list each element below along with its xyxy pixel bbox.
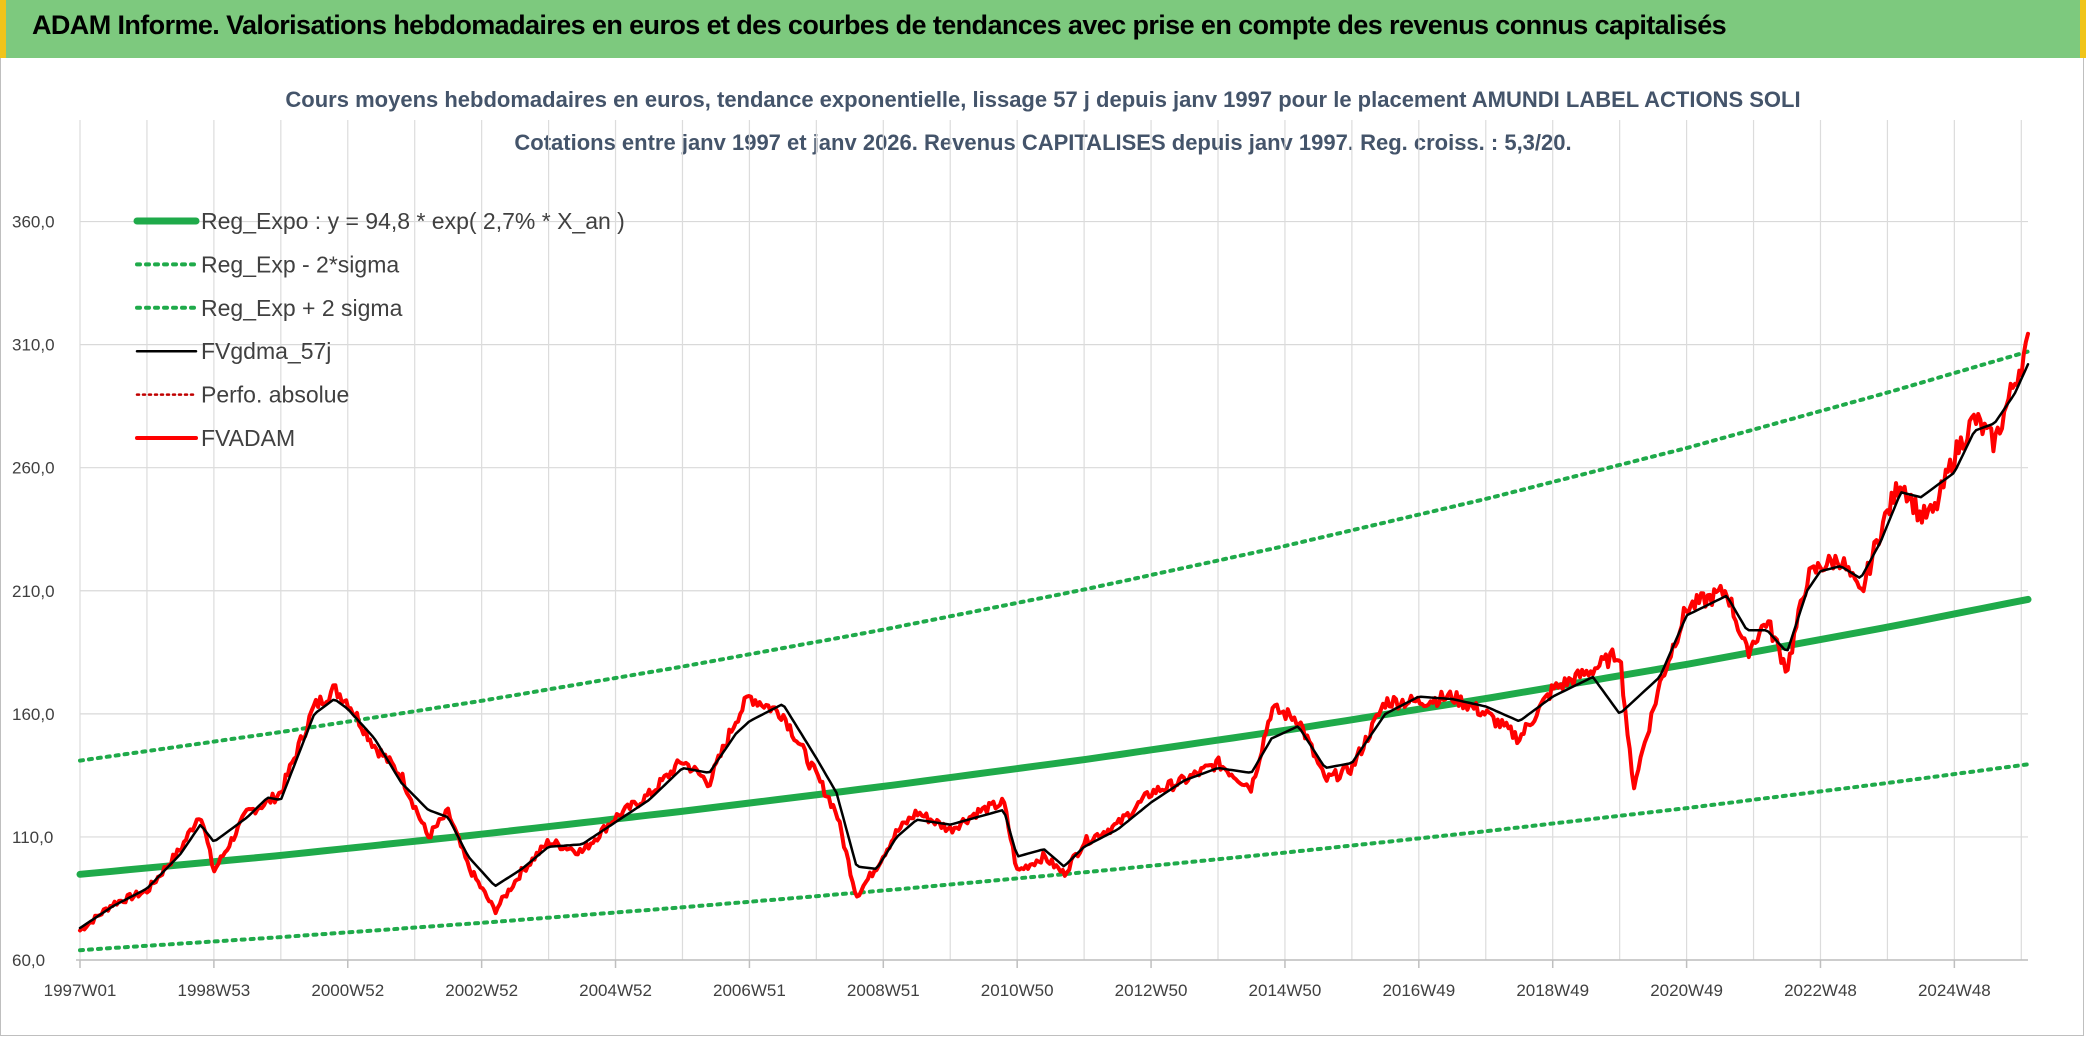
legend-fvgdma-57j-label: FVgdma_57j: [201, 338, 331, 364]
legend-perfo-absolue-label: Perfo. absolue: [201, 382, 349, 408]
x-tick-label: 2018W49: [1516, 981, 1589, 1000]
report-title: ADAM Informe. Valorisations hebdomadaire…: [32, 10, 1727, 40]
y-tick-label: 260,0: [12, 459, 55, 478]
x-tick-label: 2024W48: [1918, 981, 1991, 1000]
x-tick-label: 1998W53: [177, 981, 250, 1000]
x-axis-labels: 1997W01 1998W53 2000W52 2002W52 2004W52 2006W…: [44, 960, 1991, 1000]
legend: Reg_Expo : y = 94,8 * exp( 2,7% * X_an )…: [133, 208, 625, 451]
series-reg-expo-line: [76, 595, 2032, 878]
y-tick-label: 110,0: [12, 828, 53, 847]
series-reg-minus-2sigma-line: [78, 762, 2030, 953]
x-tick-label: 2016W49: [1382, 981, 1455, 1000]
legend-reg-plus-2sigma: Reg_Exp + 2 sigma: [135, 295, 403, 321]
x-tick-label: 2000W52: [311, 981, 384, 1000]
x-tick-label: 2012W50: [1115, 981, 1188, 1000]
legend-fvadam-label: FVADAM: [201, 425, 295, 451]
legend-reg-expo-label: Reg_Expo : y = 94,8 * exp( 2,7% * X_an ): [201, 208, 625, 234]
series-layer: [76, 331, 2032, 953]
x-tick-label: 2014W50: [1249, 981, 1322, 1000]
x-tick-label: 1997W01: [44, 981, 117, 1000]
x-tick-label: 2020W49: [1650, 981, 1723, 1000]
header-banner: ADAM Informe. Valorisations hebdomadaire…: [0, 0, 2086, 58]
y-tick-label: 360,0: [12, 213, 55, 232]
y-axis-labels: 60,0 110,0 160,0 210,0 260,0 310,0 360,0: [12, 213, 55, 970]
y-tick-label: 310,0: [12, 336, 55, 355]
series-fvadam-line: [78, 331, 2030, 933]
y-tick-label: 210,0: [12, 582, 55, 601]
x-tick-label: 2004W52: [579, 981, 652, 1000]
x-tick-label: 2008W51: [847, 981, 920, 1000]
legend-reg-plus-2sigma-label: Reg_Exp + 2 sigma: [201, 295, 403, 321]
legend-perfo-absolue: Perfo. absolue: [135, 382, 349, 408]
gridlines: [76, 120, 2028, 961]
x-tick-label: 2022W48: [1784, 981, 1857, 1000]
x-tick-label: 2002W52: [445, 981, 518, 1000]
x-tick-label: 2006W51: [713, 981, 786, 1000]
legend-fvadam: FVADAM: [135, 425, 295, 451]
x-tick-label: 2010W50: [981, 981, 1054, 1000]
series-fvgdma-57j-line: [78, 363, 2030, 930]
chart-subtitle: Cotations entre janv 1997 et janv 2026. …: [514, 130, 1571, 155]
y-tick-label: 60,0: [12, 951, 45, 970]
chart-frame: [0, 58, 2084, 1036]
chart-title: Cours moyens hebdomadaires en euros, ten…: [285, 87, 1800, 112]
legend-fvgdma-57j: FVgdma_57j: [135, 338, 331, 364]
legend-reg-minus-2sigma: Reg_Exp - 2*sigma: [135, 251, 399, 277]
series-reg-plus-2sigma-line: [78, 349, 2030, 763]
legend-reg-expo: Reg_Expo : y = 94,8 * exp( 2,7% * X_an ): [133, 208, 625, 234]
legend-reg-minus-2sigma-label: Reg_Exp - 2*sigma: [201, 251, 399, 277]
y-tick-label: 160,0: [12, 705, 55, 724]
